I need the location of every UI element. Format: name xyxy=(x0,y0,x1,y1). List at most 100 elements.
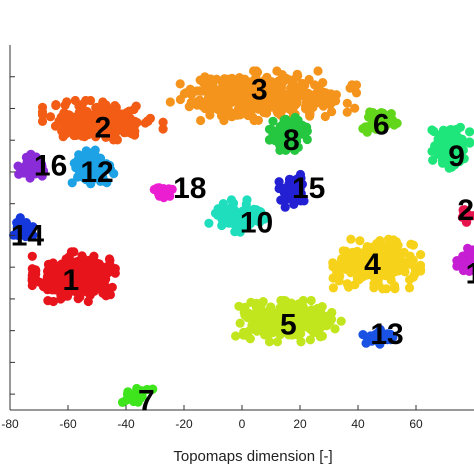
data-point xyxy=(51,271,61,281)
data-point xyxy=(81,170,91,180)
data-point xyxy=(285,190,295,200)
data-point xyxy=(73,294,83,304)
data-point xyxy=(466,257,474,268)
data-point xyxy=(241,199,251,209)
data-point xyxy=(372,116,382,126)
data-point xyxy=(104,113,114,124)
data-point xyxy=(443,138,453,148)
data-point xyxy=(45,112,56,122)
data-point xyxy=(318,101,328,111)
data-point xyxy=(228,198,239,208)
data-point xyxy=(408,272,418,282)
data-point xyxy=(212,98,222,109)
cluster-label-18: 18 xyxy=(173,172,206,205)
x-tick-label: -20 xyxy=(175,417,193,431)
data-point xyxy=(51,100,61,111)
data-point xyxy=(441,151,451,161)
data-point xyxy=(165,97,175,107)
cluster-label-14: 14 xyxy=(11,219,45,252)
data-point xyxy=(97,271,107,281)
data-point xyxy=(268,116,278,126)
data-point xyxy=(22,225,32,235)
data-point xyxy=(383,234,394,244)
data-point xyxy=(57,127,67,137)
data-point xyxy=(67,178,77,188)
data-point xyxy=(289,89,299,99)
data-point xyxy=(91,266,101,276)
cluster-label-1: 1 xyxy=(63,264,80,297)
data-point xyxy=(43,296,53,306)
data-point xyxy=(34,156,45,166)
cluster-14-points xyxy=(9,213,38,242)
x-tick-label: 60 xyxy=(409,417,423,431)
data-point xyxy=(297,308,307,318)
cluster-label-5: 5 xyxy=(280,308,297,341)
cluster-labels: 12345678910121314151611820 xyxy=(11,73,474,417)
data-point xyxy=(44,259,54,270)
data-point xyxy=(105,260,115,270)
data-point xyxy=(94,259,104,269)
x-axis-title: Topomaps dimension [-] xyxy=(173,448,332,465)
data-point xyxy=(240,330,250,340)
data-point xyxy=(279,116,289,126)
data-point xyxy=(294,329,304,339)
data-point xyxy=(79,262,89,272)
data-point xyxy=(306,295,316,306)
data-point xyxy=(280,305,290,315)
data-point xyxy=(256,96,266,106)
cluster-6-points xyxy=(358,107,402,137)
data-point xyxy=(376,263,386,273)
data-point xyxy=(205,110,215,120)
data-point xyxy=(375,236,385,246)
x-tick-label: -80 xyxy=(1,417,19,431)
data-point xyxy=(460,205,470,215)
cluster-20-points xyxy=(457,205,474,227)
data-point xyxy=(228,92,238,102)
data-point xyxy=(222,77,232,88)
cluster-label-1: 1 xyxy=(466,258,474,291)
data-point xyxy=(27,280,37,291)
data-point xyxy=(357,272,368,282)
data-point xyxy=(383,241,393,251)
data-point xyxy=(404,283,415,293)
data-point xyxy=(230,227,240,237)
data-point xyxy=(295,169,306,180)
data-point xyxy=(15,213,25,223)
data-point xyxy=(229,78,239,88)
data-point xyxy=(256,207,266,217)
data-point xyxy=(220,213,230,223)
data-point xyxy=(27,251,37,261)
data-point xyxy=(301,101,311,111)
data-point xyxy=(59,286,69,296)
data-point xyxy=(128,120,138,131)
data-point xyxy=(242,106,253,116)
data-point xyxy=(148,384,158,394)
data-point xyxy=(218,85,228,95)
cluster-label-6: 6 xyxy=(373,108,390,141)
data-point xyxy=(247,88,257,98)
data-point xyxy=(381,284,391,294)
data-point xyxy=(464,137,474,147)
data-point xyxy=(342,98,352,108)
cluster-label-8: 8 xyxy=(283,124,300,157)
data-point xyxy=(38,282,49,292)
cluster-label-9: 9 xyxy=(448,140,465,173)
data-point xyxy=(416,250,426,260)
data-point xyxy=(461,217,471,227)
data-point xyxy=(25,173,35,183)
data-point xyxy=(137,389,147,399)
data-point xyxy=(258,86,268,96)
data-point xyxy=(92,102,102,112)
data-point xyxy=(310,93,320,103)
data-point xyxy=(274,314,284,324)
data-point xyxy=(321,88,331,98)
data-point xyxy=(320,111,330,122)
data-point xyxy=(196,115,206,126)
data-point xyxy=(256,300,266,310)
data-point xyxy=(21,152,31,162)
cluster-15-points xyxy=(274,169,309,212)
data-point xyxy=(110,268,120,278)
data-point xyxy=(98,288,108,298)
cluster-17-points xyxy=(452,243,474,276)
